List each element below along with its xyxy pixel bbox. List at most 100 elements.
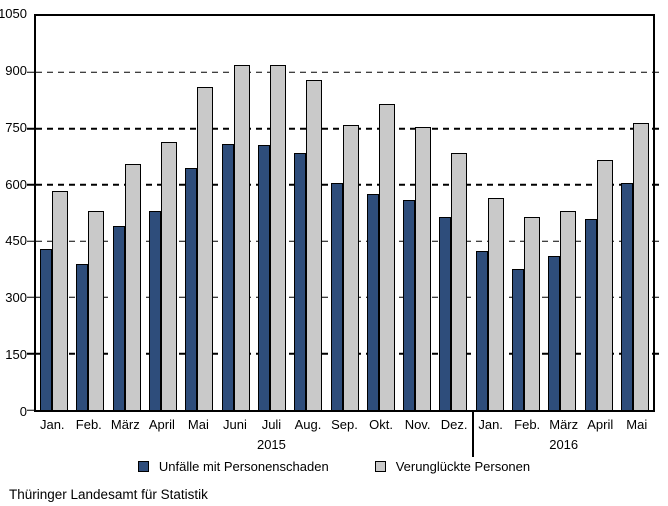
y-tick-label: 450 <box>5 233 27 249</box>
bar-unfaelle <box>548 256 561 410</box>
bar-unfaelle <box>366 194 379 410</box>
bar-verungglueckte <box>632 122 649 410</box>
bar-verungglueckte <box>560 211 577 410</box>
source-text: Thüringer Landesamt für Statistik <box>9 487 208 502</box>
bar-verungglueckte <box>487 198 504 410</box>
bar-verungglueckte <box>524 216 540 410</box>
month-label: Sep. <box>331 417 358 432</box>
bar-group <box>109 16 145 410</box>
month-label: Jan. <box>478 417 503 432</box>
y-tick-mark <box>655 296 659 299</box>
bar-unfaelle <box>330 182 343 410</box>
x-axis-month-labels: Jan. Feb. März April Mai Juni Juli Aug. Sep. Okt.… <box>34 417 655 432</box>
month-label: Feb. <box>514 417 541 432</box>
bar-verungglueckte <box>451 152 468 410</box>
bar-unfaelle <box>512 269 524 410</box>
bar-unfaelle <box>439 216 452 410</box>
legend-swatch-icon <box>374 461 386 472</box>
bar-group <box>399 16 435 410</box>
y-axis-tick-labels: 0 150 300 450 600 750 900 1050 <box>0 7 27 419</box>
month-label: Juli <box>261 417 282 432</box>
month-label: Dez. <box>440 417 468 432</box>
bar-unfaelle <box>584 218 597 410</box>
legend-swatch-icon <box>137 461 149 472</box>
year-label: 2016 <box>549 437 579 452</box>
bar-unfaelle <box>221 143 234 410</box>
month-label: Nov. <box>404 417 431 432</box>
bar-unfaelle <box>40 248 53 410</box>
bar-verungglueckte <box>52 190 69 410</box>
month-label: Juni <box>222 417 247 432</box>
y-tick-label: 300 <box>5 290 27 306</box>
month-label: Mai <box>187 417 209 432</box>
legend-label: Verunglückte Personen <box>395 459 531 474</box>
y-tick-mark <box>655 127 659 130</box>
bar-group <box>508 16 544 410</box>
bar-group <box>617 16 653 410</box>
bar-group <box>544 16 580 410</box>
y-tick-label: 600 <box>5 176 27 192</box>
y-tick-mark <box>27 71 34 74</box>
y-tick-mark <box>27 296 34 299</box>
bar-unfaelle <box>257 145 270 410</box>
y-tick-label: 150 <box>5 347 27 363</box>
chart-legend: Unfälle mit Personenschaden Verunglückte … <box>0 459 668 474</box>
month-label: Aug. <box>294 417 322 432</box>
legend-item: Unfälle mit Personenschaden <box>137 459 329 474</box>
y-tick-mark <box>27 352 34 355</box>
y-tick-mark <box>655 71 659 74</box>
y-tick-mark <box>27 127 34 130</box>
month-label: März <box>549 417 579 432</box>
y-tick-label: 900 <box>5 62 27 78</box>
bar-verungglueckte <box>88 211 105 410</box>
bar-group <box>290 16 326 410</box>
y-tick-mark <box>27 409 34 411</box>
bar-group <box>435 16 471 410</box>
bar-verungglueckte <box>596 160 613 410</box>
bar-group <box>363 16 399 410</box>
bar-verungglueckte <box>306 79 323 410</box>
bar-group <box>181 16 217 410</box>
month-label: Mai <box>626 417 648 432</box>
bar-verungglueckte <box>415 126 432 410</box>
y-tick-mark <box>655 184 659 186</box>
year-label: 2015 <box>256 437 286 452</box>
bar-unfaelle <box>294 152 307 410</box>
bar-unfaelle <box>403 199 416 410</box>
month-label: Jan. <box>39 417 65 432</box>
bar-unfaelle <box>149 211 162 410</box>
month-label: April <box>148 417 175 432</box>
y-tick-mark <box>655 352 659 355</box>
bar-group <box>254 16 290 410</box>
bar-verungglueckte <box>269 64 286 410</box>
y-tick-mark <box>655 240 659 242</box>
bar-unfaelle <box>76 263 89 410</box>
month-label: April <box>587 417 614 432</box>
month-label: Feb. <box>75 417 102 432</box>
gridline <box>36 71 653 74</box>
bar-unfaelle <box>475 250 488 410</box>
bar-group <box>326 16 362 410</box>
bar-unfaelle <box>620 182 633 410</box>
bar-group <box>217 16 253 410</box>
bar-verungglueckte <box>124 164 141 410</box>
plot-area <box>27 14 659 412</box>
bar-verungglueckte <box>342 124 359 410</box>
bar-group <box>145 16 181 410</box>
bar-group <box>472 16 508 410</box>
bar-unfaelle <box>112 226 125 410</box>
legend-item: Verunglückte Personen <box>374 459 531 474</box>
y-tick-mark <box>27 240 34 242</box>
bar-verungglueckte <box>378 104 395 410</box>
bar-verungglueckte <box>197 87 214 410</box>
bar-unfaelle <box>185 167 198 410</box>
year-separator-line <box>472 410 474 457</box>
y-tick-label: 1050 <box>0 6 27 21</box>
bar-group <box>580 16 616 410</box>
month-label: Okt. <box>369 417 393 432</box>
bar-group <box>36 16 72 410</box>
bar-verungglueckte <box>233 64 250 410</box>
bar-verungglueckte <box>161 141 178 410</box>
y-tick-label: 750 <box>5 119 27 135</box>
bar-group <box>72 16 108 410</box>
